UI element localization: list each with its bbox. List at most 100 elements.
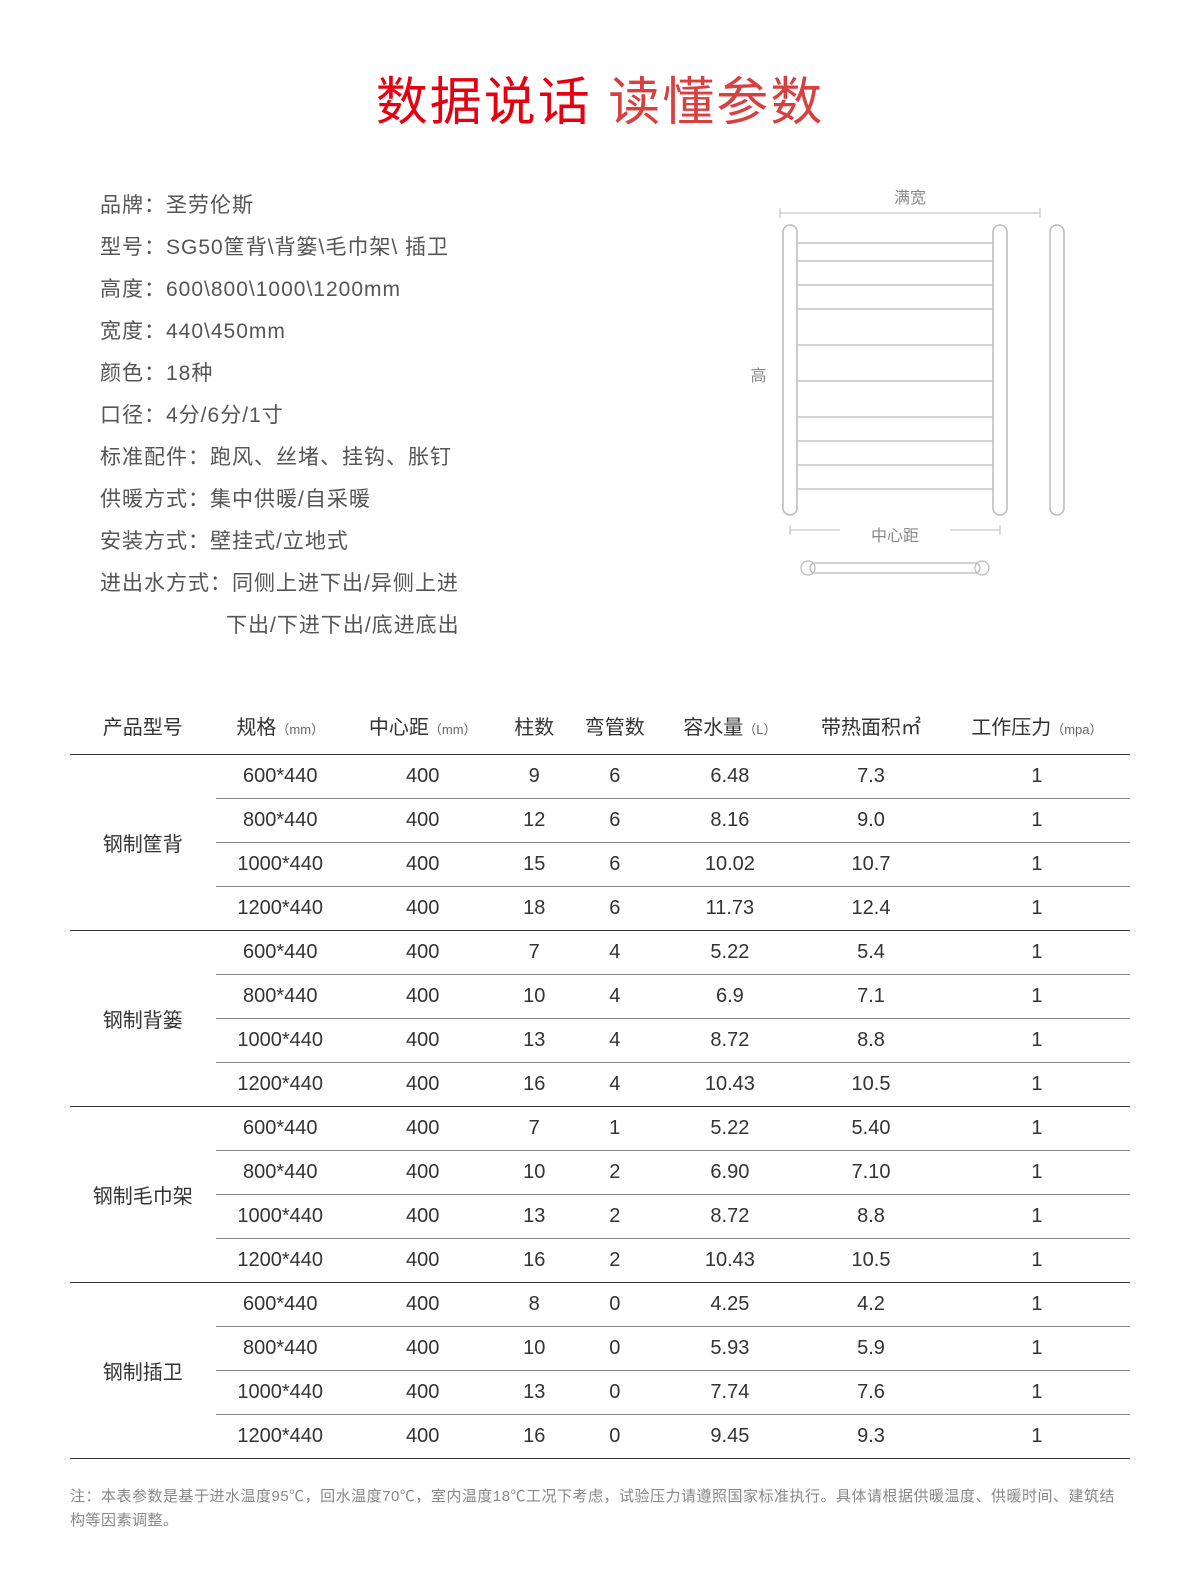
table-cell: 1: [944, 1063, 1130, 1107]
table-cell: 0: [568, 1371, 662, 1415]
table-cell: 1: [944, 1239, 1130, 1283]
spec-value: 4分/6分/1寸: [166, 404, 284, 427]
footnote: 注：本表参数是基于进水温度95℃，回水温度70℃，室内温度18℃工况下考虑，试验…: [70, 1485, 1130, 1533]
table-cell: 10.43: [662, 1239, 799, 1283]
table-row: 800*4404001026.907.101: [70, 1151, 1130, 1195]
spec-value: 下出/下进下出/底进底出: [226, 614, 460, 637]
table-row: 1000*4404001307.747.61: [70, 1371, 1130, 1415]
table-cell: 7.6: [798, 1371, 944, 1415]
spec-value: 圣劳伦斯: [166, 194, 254, 217]
table-cell: 400: [345, 1019, 500, 1063]
spec-value: SG50筐背\背篓\毛巾架\ 插卫: [166, 236, 449, 259]
table-cell: 1000*440: [216, 1195, 345, 1239]
table-row: 1000*4404001348.728.81: [70, 1019, 1130, 1063]
table-row: 800*4404001005.935.91: [70, 1327, 1130, 1371]
table-cell: 11.73: [662, 887, 799, 931]
table-cell: 400: [345, 843, 500, 887]
spec-value: 600\800\1000\1200mm: [166, 278, 401, 301]
table-header-cell: 容水量（L）: [662, 697, 799, 755]
table-cell: 1200*440: [216, 1239, 345, 1283]
table-cell: 400: [345, 887, 500, 931]
spec-line: 颜色：18种: [100, 353, 680, 395]
table-cell: 12: [500, 799, 568, 843]
spec-line: 进出水方式：同侧上进下出/异侧上进: [100, 563, 680, 605]
spec-label: 口径：: [100, 404, 166, 427]
table-row: 钢制筐背600*440400966.487.31: [70, 755, 1130, 799]
spec-label: 品牌：: [100, 194, 166, 217]
table-cell: 600*440: [216, 931, 345, 975]
spec-line: 型号：SG50筐背\背篓\毛巾架\ 插卫: [100, 227, 680, 269]
svg-text:高: 高: [748, 367, 767, 383]
table-cell: 7.3: [798, 755, 944, 799]
spec-label: 进出水方式：: [100, 572, 232, 595]
table-row: 1000*44040015610.0210.71: [70, 843, 1130, 887]
table-cell: 400: [345, 1327, 500, 1371]
model-cell: 钢制背篓: [70, 931, 216, 1107]
table-cell: 400: [345, 1063, 500, 1107]
table-cell: 5.4: [798, 931, 944, 975]
spec-value: 跑风、丝堵、挂钩、胀钉: [210, 446, 452, 469]
table-cell: 400: [345, 1371, 500, 1415]
table-cell: 2: [568, 1239, 662, 1283]
spec-line: 下出/下进下出/底进底出: [100, 605, 680, 647]
table-cell: 13: [500, 1371, 568, 1415]
table-cell: 1: [944, 1107, 1130, 1151]
table-cell: 400: [345, 1415, 500, 1459]
model-cell: 钢制插卫: [70, 1283, 216, 1459]
table-cell: 1: [944, 1371, 1130, 1415]
table-cell: 4: [568, 1063, 662, 1107]
table-cell: 6: [568, 887, 662, 931]
table-cell: 10.7: [798, 843, 944, 887]
table-cell: 4.2: [798, 1283, 944, 1327]
page-title-row: 数据说话 读懂参数: [70, 60, 1130, 135]
table-cell: 400: [345, 1239, 500, 1283]
spec-value: 集中供暖/自采暖: [210, 488, 371, 511]
table-cell: 6.90: [662, 1151, 799, 1195]
table-cell: 10.02: [662, 843, 799, 887]
table-cell: 6: [568, 843, 662, 887]
table-cell: 10: [500, 1151, 568, 1195]
table-cell: 800*440: [216, 799, 345, 843]
table-cell: 8.8: [798, 1019, 944, 1063]
model-cell: 钢制筐背: [70, 755, 216, 931]
table-cell: 5.9: [798, 1327, 944, 1371]
spec-value: 壁挂式/立地式: [210, 530, 349, 553]
table-cell: 10.43: [662, 1063, 799, 1107]
table-cell: 1200*440: [216, 1063, 345, 1107]
table-cell: 0: [568, 1283, 662, 1327]
top-section: 品牌：圣劳伦斯型号：SG50筐背\背篓\毛巾架\ 插卫高度：600\800\10…: [70, 185, 1130, 647]
spec-label: 供暖方式：: [100, 488, 210, 511]
table-cell: 4.25: [662, 1283, 799, 1327]
table-cell: 600*440: [216, 755, 345, 799]
table-header-cell: 中心距（mm）: [345, 697, 500, 755]
table-cell: 1: [944, 1283, 1130, 1327]
spec-line: 安装方式：壁挂式/立地式: [100, 521, 680, 563]
title-sub: 读懂参数: [608, 74, 824, 132]
spec-line: 宽度：440\450mm: [100, 311, 680, 353]
spec-label: 高度：: [100, 278, 166, 301]
table-cell: 400: [345, 1283, 500, 1327]
table-cell: 1: [944, 931, 1130, 975]
table-cell: 2: [568, 1195, 662, 1239]
table-header-cell: 带热面积㎡: [798, 697, 944, 755]
table-row: 800*4404001268.169.01: [70, 799, 1130, 843]
spec-label: 标准配件：: [100, 446, 210, 469]
table-row: 钢制插卫600*440400804.254.21: [70, 1283, 1130, 1327]
table-cell: 1: [568, 1107, 662, 1151]
table-cell: 7: [500, 1107, 568, 1151]
table-cell: 16: [500, 1239, 568, 1283]
table-cell: 800*440: [216, 1151, 345, 1195]
table-cell: 7.10: [798, 1151, 944, 1195]
table-row: 800*4404001046.97.11: [70, 975, 1130, 1019]
spec-label: 颜色：: [100, 362, 166, 385]
svg-text:满宽: 满宽: [894, 189, 926, 207]
spec-line: 品牌：圣劳伦斯: [100, 185, 680, 227]
spec-value: 同侧上进下出/异侧上进: [232, 572, 459, 595]
table-cell: 1000*440: [216, 1019, 345, 1063]
table-cell: 8.8: [798, 1195, 944, 1239]
table-cell: 400: [345, 975, 500, 1019]
table-cell: 1000*440: [216, 1371, 345, 1415]
table-cell: 5.22: [662, 1107, 799, 1151]
table-cell: 8.16: [662, 799, 799, 843]
table-cell: 1: [944, 1019, 1130, 1063]
